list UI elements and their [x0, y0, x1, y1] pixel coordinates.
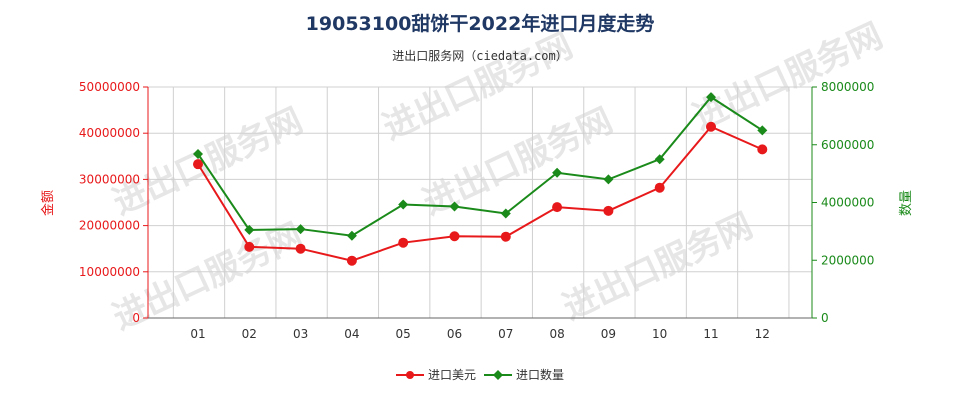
data-point-amount [193, 159, 203, 170]
data-point-quantity [500, 208, 511, 219]
data-point-amount [449, 231, 460, 242]
watermark-text: 进出口服务网 [687, 16, 889, 138]
legend-label-quantity: 进口数量 [516, 367, 564, 382]
legend-marker-amount [406, 371, 414, 379]
left-tick-label: 10000000 [79, 265, 140, 279]
data-point-quantity [244, 224, 255, 235]
x-tick-label: 04 [344, 327, 359, 341]
legend: 进口美元 进口数量 [396, 367, 564, 382]
x-tick-label: 01 [190, 327, 205, 341]
x-tick-label: 02 [242, 327, 257, 341]
data-point-quantity [193, 148, 203, 159]
data-point-quantity [603, 174, 614, 185]
data-point-amount [346, 255, 357, 266]
data-point-amount [706, 121, 716, 132]
series-layer [193, 92, 768, 266]
x-tick-label: 06 [447, 327, 462, 341]
data-point-amount [500, 231, 511, 242]
data-point-amount [398, 237, 409, 248]
data-point-quantity [757, 125, 768, 136]
x-tick-label: 07 [498, 327, 513, 341]
x-tick-label: 09 [601, 327, 616, 341]
legend-item-quantity[interactable]: 进口数量 [484, 367, 564, 382]
left-tick-label: 0 [132, 311, 140, 325]
left-tick-label: 30000000 [79, 172, 140, 186]
data-point-quantity [654, 154, 665, 165]
right-tick-label: 6000000 [821, 138, 874, 152]
data-point-amount [295, 243, 306, 254]
tick-labels: 0100000002000000030000000400000005000000… [79, 80, 875, 341]
left-tick-label: 40000000 [79, 126, 140, 140]
data-point-amount [757, 144, 768, 155]
data-point-quantity [346, 230, 357, 241]
left-tick-label: 20000000 [79, 219, 140, 233]
right-axis-title: 数量 [899, 190, 914, 216]
chart-title: 19053100甜饼干2022年进口月度走势 [306, 12, 655, 35]
right-tick-label: 0 [821, 311, 829, 325]
legend-marker-quantity [493, 370, 503, 380]
watermark-text: 进出口服务网 [107, 101, 309, 223]
data-point-amount [244, 241, 255, 252]
data-point-quantity [706, 92, 716, 103]
series-line-amount [197, 125, 763, 262]
legend-label-amount: 进口美元 [428, 368, 476, 382]
series-line-quantity [197, 95, 763, 237]
x-tick-label: 03 [293, 327, 308, 341]
x-tick-label: 12 [755, 327, 770, 341]
left-tick-label: 50000000 [79, 80, 140, 94]
x-tick-label: 05 [396, 327, 411, 341]
data-point-amount [603, 205, 614, 216]
right-tick-label: 4000000 [821, 196, 874, 210]
data-point-quantity [552, 167, 563, 178]
left-axis-title: 金额 [40, 190, 56, 216]
legend-item-amount[interactable]: 进口美元 [396, 368, 476, 382]
x-tick-label: 11 [703, 327, 718, 341]
x-tick-label: 08 [549, 327, 564, 341]
watermark-text: 进出口服务网 [557, 206, 759, 328]
x-tick-label: 10 [652, 327, 667, 341]
data-point-quantity [398, 199, 409, 210]
right-tick-label: 8000000 [821, 80, 874, 94]
right-tick-label: 2000000 [821, 253, 874, 267]
data-point-quantity [295, 224, 306, 235]
data-point-amount [552, 202, 563, 213]
data-point-quantity [449, 201, 460, 212]
chart-subtitle: 进出口服务网（ciedata.com） [392, 48, 567, 63]
data-point-amount [654, 182, 665, 193]
